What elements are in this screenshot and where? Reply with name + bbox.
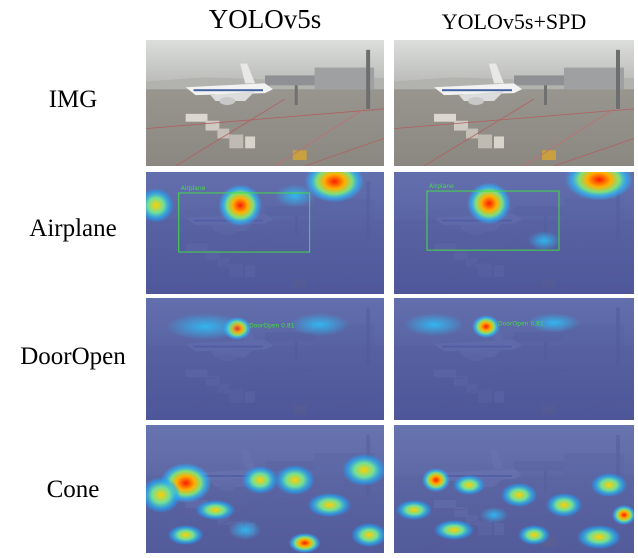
row-label-cone: Cone [46, 476, 100, 503]
column-header-yolov5s-spd: YOLOv5s+SPD [441, 9, 587, 34]
row-label-dooropen: DoorOpen [20, 343, 126, 370]
column-header-yolov5s: YOLOv5s [208, 4, 322, 34]
panel-cone-yolov5s [146, 425, 384, 553]
row-label-img: IMG [48, 86, 98, 113]
panel-img-yolov5s [146, 40, 384, 166]
panel-dooropen-yolov5s: DoorOpen 0.81 [146, 298, 384, 420]
panel-dooropen-yolov5s-spd: DoorOpen 0.81 [394, 298, 634, 420]
panel-airplane-yolov5s-spd: Airplane [394, 172, 634, 294]
row-label-airplane: Airplane [29, 215, 117, 242]
panel-airplane-yolov5s: Airplane [146, 172, 384, 294]
panel-cone-yolov5s-spd [394, 425, 634, 553]
detection-label: DoorOpen 0.81 [498, 322, 544, 328]
panel-img-yolov5s-spd [394, 40, 634, 166]
detection-label: DoorOpen 0.81 [249, 324, 295, 330]
detection-label: Airplane [429, 184, 454, 190]
detection-label: Airplane [181, 186, 206, 192]
